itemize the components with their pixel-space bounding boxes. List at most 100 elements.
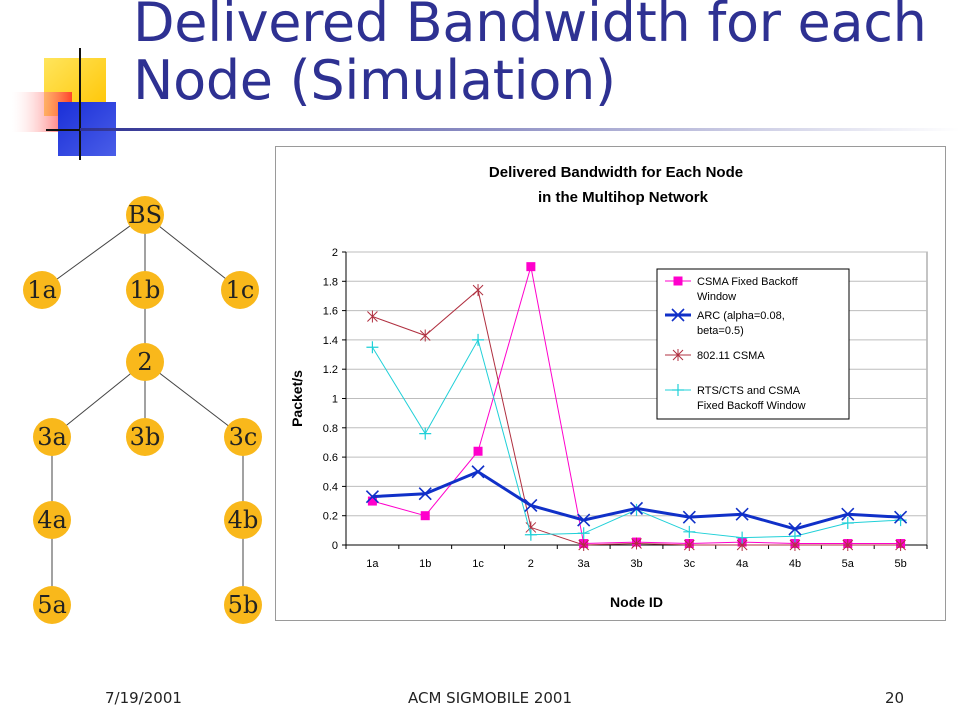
y-tick-label: 0.4 — [323, 481, 338, 493]
y-tick-label: 1.6 — [323, 306, 338, 318]
data-point — [366, 341, 379, 354]
tree-node-label-3b: 3b — [130, 423, 161, 451]
x-tick-label-4a: 4a — [736, 558, 749, 570]
tree-edge-BS-1a — [41, 214, 146, 291]
data-point — [419, 427, 432, 440]
x-tick-label-3a: 3a — [578, 558, 591, 570]
slide-title: Delivered Bandwidth for each Node (Simul… — [133, 0, 953, 110]
chart-frame: Delivered Bandwidth for Each Node in the … — [275, 146, 946, 621]
tree-node-3a — [33, 418, 71, 456]
y-axis-label: Packet/s — [289, 370, 305, 427]
data-point — [736, 531, 749, 544]
x-tick-label-1c: 1c — [472, 558, 484, 570]
data-point — [895, 539, 906, 551]
data-point — [367, 496, 377, 506]
tree-edge-2-3a — [51, 361, 146, 438]
chart-title-line1: Delivered Bandwidth for Each Node — [489, 164, 743, 181]
x-tick-label-1b: 1b — [419, 558, 431, 570]
data-point — [894, 510, 908, 524]
tree-node-BS — [126, 196, 164, 234]
bandwidth-chart: Delivered Bandwidth for Each Node in the … — [289, 164, 928, 610]
slide-title-line1: Delivered Bandwidth for each — [133, 0, 927, 54]
tree-node-label-1b: 1b — [130, 276, 161, 304]
y-tick-label: 1.4 — [323, 335, 338, 347]
data-point — [420, 511, 430, 521]
data-point — [472, 284, 484, 297]
legend-marker — [671, 308, 685, 322]
data-point — [683, 539, 695, 551]
legend-label: CSMA Fixed Backoff — [697, 276, 799, 288]
chart-legend: CSMA Fixed Backoff Window ARC (alpha=0.08,… — [656, 268, 850, 420]
tree-node-label-2: 2 — [137, 348, 152, 376]
data-point — [735, 507, 749, 521]
y-tick-label: 0.6 — [323, 452, 338, 464]
legend-label-cont: Window — [697, 291, 736, 303]
tree-node-label-3c: 3c — [229, 423, 258, 451]
legend-box — [656, 268, 850, 420]
y-tick-label: 1.2 — [323, 364, 338, 376]
tree-node-4a — [33, 501, 71, 539]
tree-node-1a — [23, 271, 61, 309]
data-point — [524, 528, 537, 541]
chart-title-line2: in the Multihop Network — [538, 189, 709, 206]
data-point — [683, 525, 696, 538]
data-point — [841, 517, 854, 530]
legend-label: RTS/CTS and CSMA — [697, 385, 801, 397]
data-point — [365, 490, 379, 504]
data-point — [419, 329, 431, 342]
y-tick-label: 2 — [332, 247, 338, 259]
title-underline — [80, 128, 960, 131]
x-tick-label-4b: 4b — [789, 558, 801, 570]
data-point — [524, 498, 538, 513]
tree-node-4b — [224, 501, 262, 539]
data-point — [682, 510, 696, 524]
tree-node-2 — [126, 343, 164, 381]
slide-title-line2: Node (Simulation) — [133, 49, 616, 112]
footer-date: 7/19/2001 — [105, 689, 182, 707]
data-point — [526, 262, 536, 272]
footer-conference: ACM SIGMOBILE 2001 — [408, 689, 572, 707]
data-point — [631, 537, 642, 550]
legend-label-cont: beta=0.5) — [697, 325, 744, 337]
x-tick-label-1a: 1a — [366, 558, 379, 570]
data-point — [472, 333, 485, 346]
data-point — [842, 539, 854, 551]
y-tick-label: 1.8 — [323, 276, 338, 288]
tree-node-5b — [224, 586, 262, 624]
data-point — [577, 527, 590, 540]
y-tick-label: 0 — [332, 540, 338, 552]
tree-node-3c — [224, 418, 262, 456]
y-tick-label: 0.8 — [323, 423, 338, 435]
data-point — [629, 501, 644, 515]
data-point — [578, 539, 590, 551]
legend-label: ARC (alpha=0.08, — [697, 310, 785, 322]
series-1 — [365, 465, 908, 536]
data-point — [367, 310, 378, 323]
legend-marker — [673, 276, 683, 286]
data-point — [471, 465, 485, 479]
tree-node-1c — [221, 271, 259, 309]
x-axis-label: Node ID — [610, 594, 663, 610]
legend-marker — [672, 384, 684, 396]
x-tick-label-5a: 5a — [842, 558, 855, 570]
data-point — [577, 513, 591, 527]
tree-node-label-1c: 1c — [226, 276, 255, 304]
tree-edge-BS-1c — [144, 214, 241, 291]
y-tick-label: 1 — [332, 394, 338, 406]
tree-node-label-5a: 5a — [37, 591, 67, 619]
data-point — [418, 487, 432, 501]
network-topology-tree: BS 1a 1b 1c 2 3a 3b 3c 4a 4b 5a 5b — [23, 196, 262, 624]
tree-edge-2-3c — [144, 361, 244, 438]
legend-marker — [672, 349, 684, 361]
data-point — [788, 522, 802, 536]
x-tick-label-3b: 3b — [630, 558, 642, 570]
tree-node-5a — [33, 586, 71, 624]
x-tick-label-2: 2 — [528, 558, 534, 570]
data-point — [788, 530, 801, 543]
x-tick-label-5b: 5b — [894, 558, 906, 570]
data-point — [841, 507, 855, 521]
tree-node-label-5b: 5b — [228, 591, 259, 619]
tree-node-label-1a: 1a — [27, 276, 57, 304]
x-tick-label-3c: 3c — [684, 558, 696, 570]
legend-label: 802.11 CSMA — [697, 350, 765, 362]
